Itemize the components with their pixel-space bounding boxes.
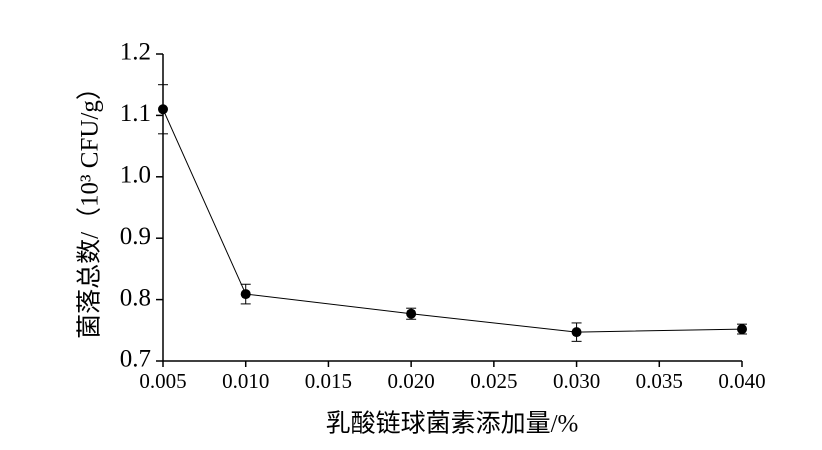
x-tick-label: 0.020 [388,369,435,393]
x-axis-label: 乳酸链球菌素添加量/% [326,410,579,438]
x-tick-label: 0.040 [718,369,765,393]
data-point [158,104,168,115]
data-point [737,324,747,335]
data-point [240,289,251,300]
y-tick-label: 1.2 [120,39,151,66]
data-line [162,109,743,333]
x-tick-label: 0.035 [636,369,683,393]
y-tick-label: 0.7 [120,346,151,373]
x-tick-label: 0.010 [222,369,269,393]
data-point [571,327,582,338]
data-point [406,308,417,319]
x-tick-label: 0.025 [470,369,517,393]
y-axis-label: 菌落总数/（10³ CFU/g） [76,75,104,339]
x-tick-label: 0.030 [553,369,600,393]
y-tick-label: 0.9 [120,223,151,250]
y-tick-label: 0.8 [120,284,151,311]
y-tick-label: 1.0 [120,162,151,189]
x-tick-label: 0.005 [139,369,186,393]
x-tick-label: 0.015 [305,369,352,393]
y-tick-label: 1.1 [120,100,151,127]
